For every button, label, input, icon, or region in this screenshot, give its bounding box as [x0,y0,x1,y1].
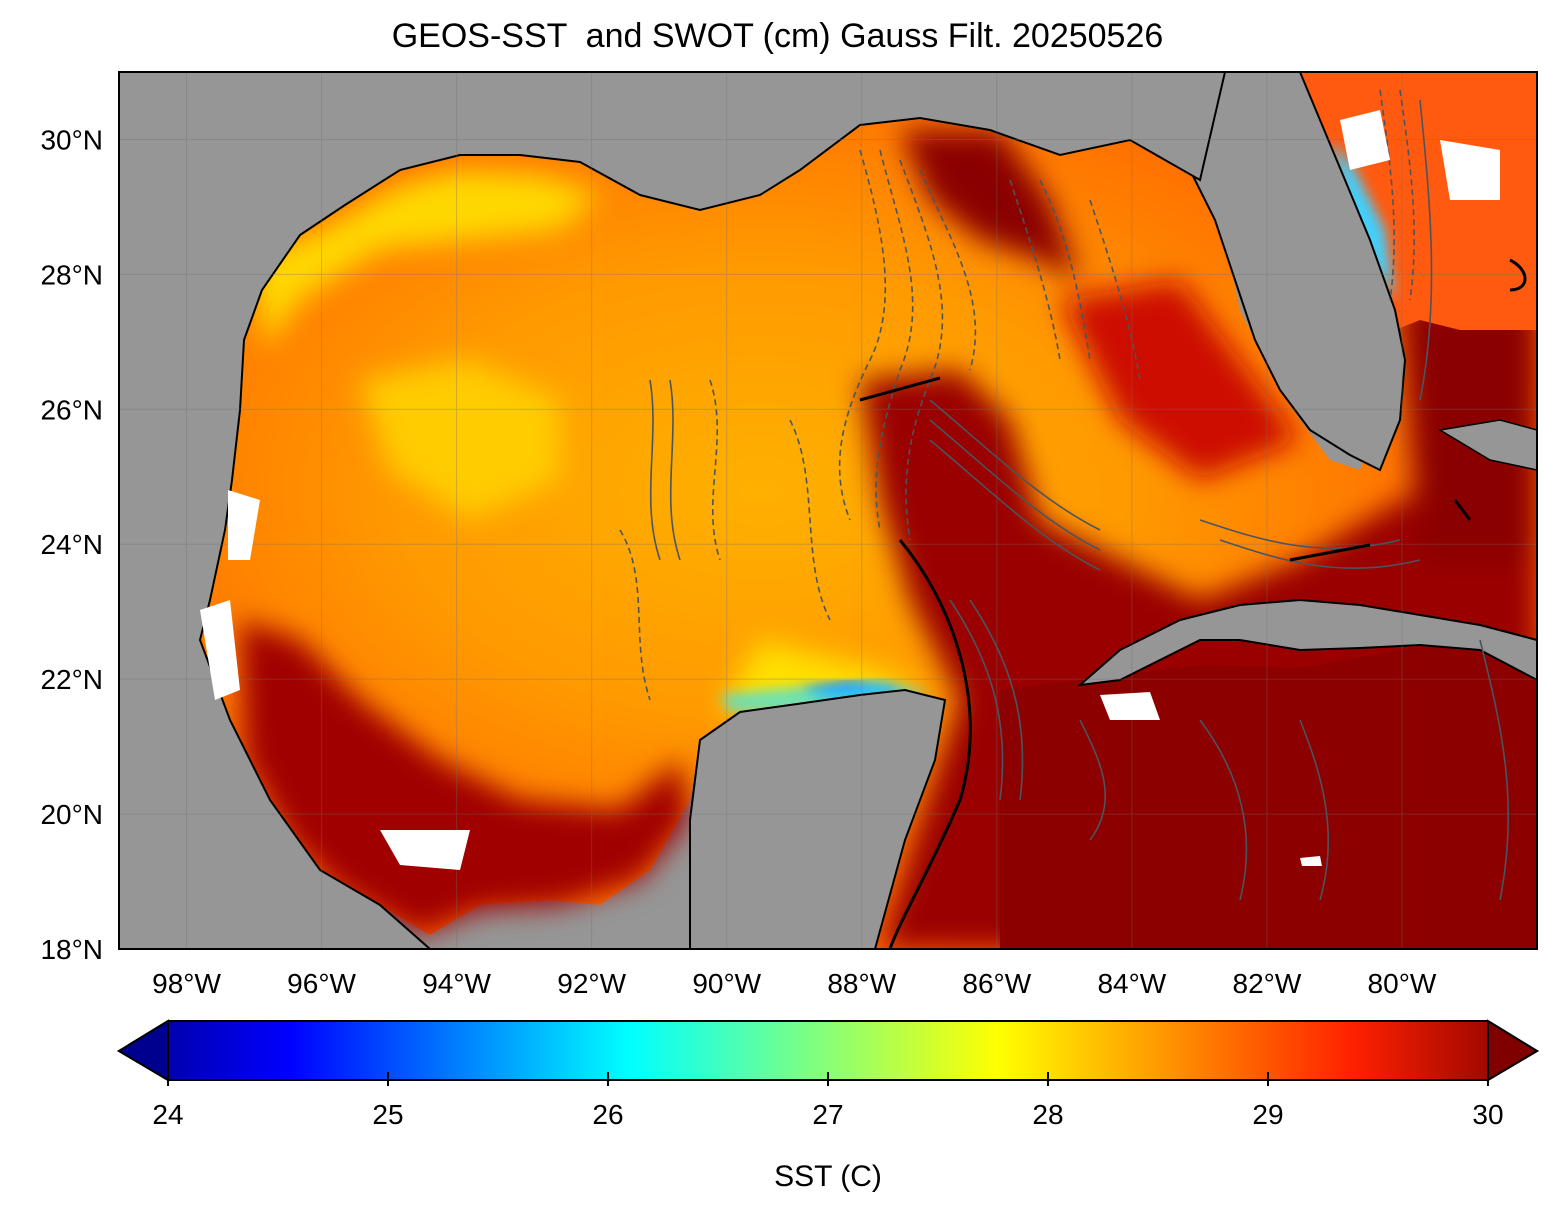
lon-tick-label: 82°W [1233,968,1302,999]
swot-zero-contours [859,258,1527,949]
lon-tick-label: 98°W [152,968,221,999]
longitude-labels: 98°W 96°W 94°W 92°W 90°W 88°W 86°W 84°W 82°W 80°W [152,968,1437,999]
missing-data [200,110,1500,870]
swot-contours [619,89,1510,901]
colorbar-label: SST (C) [774,1160,882,1193]
lat-tick-label: 26°N [40,394,103,425]
lon-tick-label: 80°W [1368,968,1437,999]
lon-tick-label: 96°W [287,968,356,999]
lat-tick-label: 24°N [40,529,103,560]
colorbar-ticks: 24 25 26 27 28 29 30 [152,1072,1504,1130]
latitude-labels: 30°N 28°N 26°N 24°N 22°N 20°N 18°N [40,124,103,965]
lat-tick-label: 20°N [40,799,103,830]
lon-tick-label: 92°W [557,968,626,999]
colorbar-extend-high [1487,1019,1539,1082]
lon-tick-label: 88°W [827,968,896,999]
map-area [119,72,1537,949]
caribbean-sst-field [1000,640,1537,949]
lon-tick-label: 94°W [422,968,491,999]
colorbar-tick-label: 30 [1472,1099,1503,1130]
graticule [119,72,1537,949]
cuba-land [1076,598,1537,687]
bahamas-land [1437,419,1537,471]
florida-land [1178,72,1407,472]
colorbar-tick-label: 28 [1032,1099,1063,1130]
figure-title: GEOS-SST and SWOT (cm) Gauss Filt. 20250… [391,17,1164,55]
colorbar-tick-label: 24 [152,1099,183,1130]
map-frame [118,71,1538,950]
colorbar-tick-label: 25 [372,1099,403,1130]
lon-tick-label: 84°W [1097,968,1166,999]
colorbar-tick-label: 29 [1252,1099,1283,1130]
yucatan-land [689,688,947,949]
lat-tick-label: 30°N [40,124,103,155]
lat-tick-label: 22°N [40,664,103,695]
colorbar-extend-low [117,1019,169,1082]
lat-tick-label: 18°N [40,934,103,965]
lon-tick-label: 90°W [692,968,761,999]
lat-tick-label: 28°N [40,259,103,290]
mexico-land [119,72,1227,949]
colorbar: 24 25 26 27 28 29 30 SST (C) [117,1019,1539,1193]
colorbar-tick-label: 27 [812,1099,843,1130]
colorbar-tick-label: 26 [592,1099,623,1130]
colorbar-body [117,1020,1539,1081]
lon-tick-label: 86°W [962,968,1031,999]
